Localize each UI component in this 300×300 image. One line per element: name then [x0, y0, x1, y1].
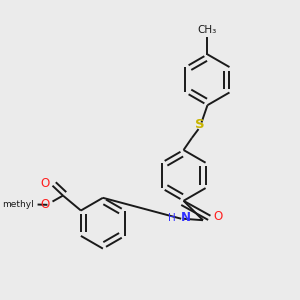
- Text: CH₃: CH₃: [198, 25, 217, 35]
- Text: O: O: [41, 198, 50, 211]
- Text: H: H: [168, 212, 176, 223]
- Text: S: S: [195, 118, 205, 131]
- Text: N: N: [181, 211, 191, 224]
- Text: O: O: [40, 177, 50, 190]
- Text: methyl: methyl: [2, 200, 34, 209]
- Text: O: O: [213, 210, 223, 223]
